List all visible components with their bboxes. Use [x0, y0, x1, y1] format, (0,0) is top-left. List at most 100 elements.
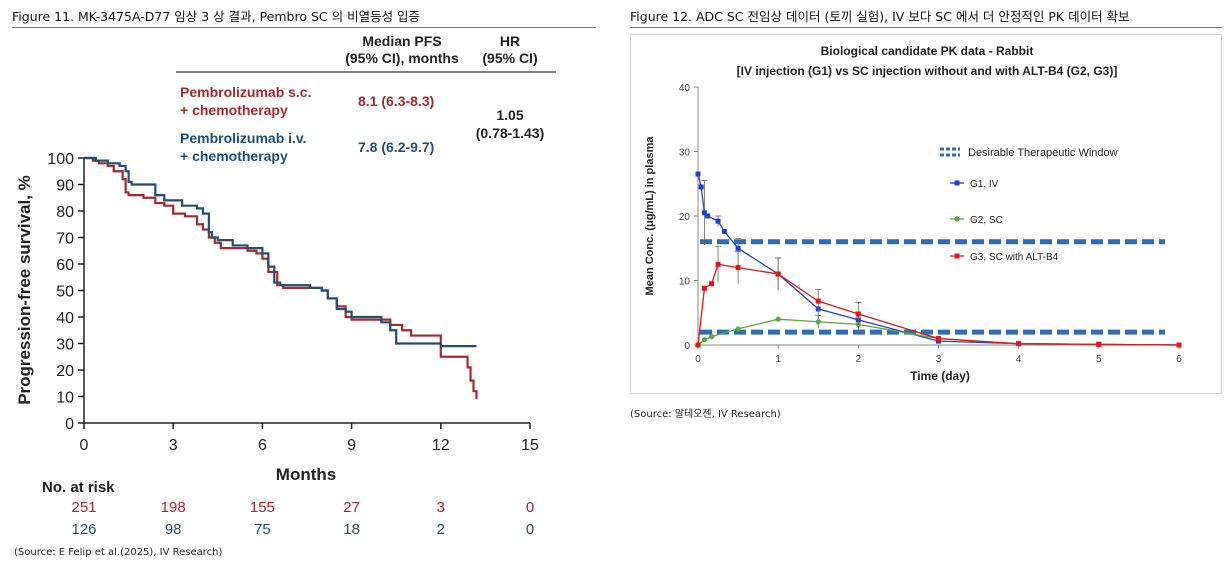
km-x-tick-label: 9 — [347, 437, 356, 454]
km-y-tick-label: 100 — [47, 151, 74, 168]
risk-value: 198 — [161, 499, 186, 516]
pk-x-tick-label: 3 — [936, 354, 942, 365]
table-header-hr-ci: (95% CI) — [482, 50, 537, 66]
pk-y-label: Mean Conc. (μg/mL) in plasma — [644, 136, 656, 296]
risk-value: 0 — [526, 521, 534, 538]
table-header-pfs-ci: (95% CI), months — [345, 50, 459, 66]
risk-value: 155 — [250, 499, 275, 516]
legend-swatch-marker-1 — [954, 216, 960, 222]
figure12-caption: Figure 12. ADC SC 전임상 데이터 (토끼 실험), IV 보다… — [630, 9, 1130, 24]
pk-chart: Biological candidate PK data - Rabbit [I… — [644, 44, 1182, 383]
km-chart: Median PFS (95% CI), months HR (95% CI) … — [15, 33, 556, 538]
km-y-tick-label: 40 — [56, 310, 74, 327]
pk-point-0 — [715, 218, 721, 224]
risk-value: 2 — [437, 521, 445, 538]
km-series-line-1 — [84, 156, 477, 348]
legend-swatch-marker-0 — [954, 180, 960, 186]
pk-y-tick-label: 10 — [679, 277, 691, 288]
pk-x-label: Time (day) — [910, 369, 970, 383]
pk-point-2 — [715, 261, 721, 267]
pk-point-2 — [695, 342, 701, 348]
hr-ci-value: (0.78-1.43) — [476, 125, 544, 141]
legend-series-label-0: G1, IV — [970, 179, 999, 190]
pk-point-2 — [936, 336, 941, 342]
risk-value: 126 — [71, 521, 96, 538]
pk-point-0 — [735, 245, 741, 251]
table-header-pfs: Median PFS — [362, 33, 441, 49]
km-x-tick-label: 0 — [80, 437, 89, 454]
pk-point-2 — [855, 311, 861, 317]
km-series-line-0 — [84, 156, 478, 400]
km-y-tick-label: 80 — [56, 204, 74, 221]
legend-window-label: Desirable Therapeutic Window — [968, 147, 1118, 159]
pk-point-1 — [709, 334, 715, 340]
risk-value: 251 — [71, 499, 96, 516]
pk-x-tick-label: 6 — [1176, 354, 1182, 365]
risk-value: 0 — [526, 499, 534, 516]
row-sc-label-1: Pembrolizumab s.c. — [180, 84, 311, 100]
risk-value: 98 — [165, 521, 182, 538]
risk-value: 27 — [343, 499, 360, 516]
figure11-caption-rule — [12, 27, 596, 28]
pk-point-2 — [735, 265, 741, 271]
pk-chart-frame: Biological candidate PK data - Rabbit [I… — [630, 34, 1222, 394]
risk-value: 75 — [254, 521, 271, 538]
pk-x-tick-label: 5 — [1096, 354, 1102, 365]
pk-x-tick-label: 0 — [695, 354, 701, 365]
figure11-source: (Source: E Felip et al.(2025), IV Resear… — [14, 547, 223, 558]
figure12-panel: Figure 12. ADC SC 전임상 데이터 (토끼 실험), IV 보다… — [626, 0, 1226, 566]
pk-point-2 — [701, 285, 707, 291]
pk-point-2 — [1176, 342, 1182, 348]
km-y-tick-label: 10 — [56, 390, 74, 407]
figure12-caption-rule — [630, 27, 1222, 28]
km-y-tick-label: 30 — [56, 337, 74, 354]
km-y-tick-label: 70 — [56, 231, 74, 248]
pk-x-tick-label: 2 — [856, 354, 862, 365]
pk-point-2 — [775, 271, 781, 277]
km-y-tick-label: 50 — [56, 284, 74, 301]
pk-point-2 — [1096, 341, 1102, 347]
km-y-label: Progression-free survival, % — [15, 175, 34, 405]
pk-x-tick-label: 4 — [1016, 354, 1022, 365]
risk-value: 3 — [437, 499, 445, 516]
figure12-source: (Source: 알테오젠, IV Research) — [630, 409, 781, 420]
pk-x-tick-label: 1 — [775, 354, 781, 365]
pk-subtitle: [IV injection (G1) vs SC injection witho… — [737, 64, 1118, 78]
pk-point-2 — [1016, 341, 1022, 347]
row-sc-label-2: + chemotherapy — [180, 102, 288, 118]
km-y-tick-label: 60 — [56, 257, 74, 274]
legend-swatch-marker-2 — [954, 253, 960, 259]
pk-point-0 — [721, 228, 727, 234]
pk-point-0 — [695, 171, 701, 177]
figure11-caption: Figure 11. MK-3475A-D77 임상 3 상 결과, Pembr… — [12, 9, 421, 24]
pk-point-0 — [705, 213, 711, 219]
km-x-tick-label: 12 — [432, 437, 450, 454]
km-y-tick-label: 0 — [65, 416, 74, 433]
km-x-tick-label: 3 — [169, 437, 178, 454]
figure11-panel: Figure 11. MK-3475A-D77 임상 3 상 결과, Pembr… — [0, 0, 612, 566]
row-sc-value: 8.1 (6.3-8.3) — [358, 93, 434, 109]
risk-value: 18 — [343, 521, 360, 538]
hr-value: 1.05 — [496, 107, 523, 123]
pk-y-tick-label: 40 — [679, 83, 691, 94]
pk-point-1 — [815, 319, 821, 325]
pk-title: Biological candidate PK data - Rabbit — [821, 44, 1034, 58]
pk-y-tick-label: 0 — [684, 341, 690, 352]
pk-point-2 — [815, 298, 821, 304]
table-header-hr: HR — [500, 33, 520, 49]
pk-series-line-0 — [697, 173, 1180, 346]
km-x-label: Months — [276, 465, 336, 484]
pk-point-1 — [775, 316, 781, 322]
row-iv-value: 7.8 (6.2-9.7) — [358, 139, 434, 155]
pk-y-tick-label: 30 — [679, 148, 691, 159]
risk-title: No. at risk — [42, 479, 115, 496]
row-iv-label-1: Pembrolizumab i.v. — [180, 130, 307, 146]
pk-point-1 — [701, 337, 708, 343]
legend-series-label-1: G2, SC — [970, 215, 1003, 226]
row-iv-label-2: + chemotherapy — [180, 148, 288, 164]
pk-point-2 — [709, 281, 715, 287]
pk-point-1 — [735, 326, 741, 332]
pk-y-tick-label: 20 — [679, 212, 691, 223]
km-y-tick-label: 90 — [56, 178, 74, 195]
km-y-tick-label: 20 — [56, 363, 74, 380]
